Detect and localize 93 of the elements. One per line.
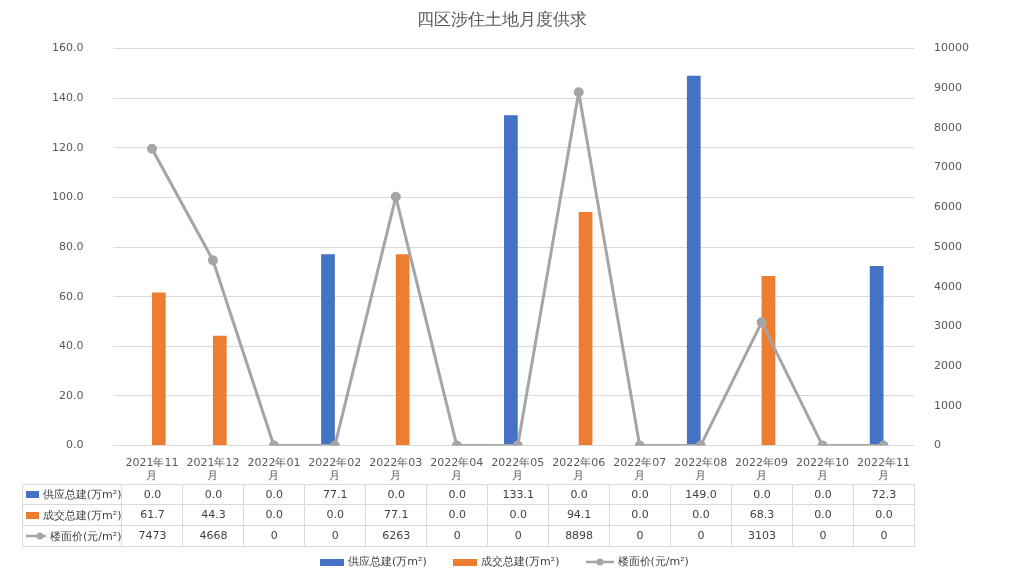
- y2-tick-label: 6000: [934, 200, 963, 214]
- data-label: 0.0: [122, 485, 184, 504]
- x-tick-label: 2022年08月: [674, 456, 728, 483]
- data-label: 149.0: [671, 485, 733, 504]
- x-tick-label: 2022年09月: [735, 456, 789, 483]
- legend-label: 楼面价(元/m²): [50, 528, 122, 544]
- legend-label: 成交总建(万m²): [42, 507, 122, 523]
- data-label: 0.0: [427, 485, 489, 504]
- data-label: 4668: [183, 526, 245, 546]
- bar: [869, 266, 884, 446]
- data-label: 7473: [122, 526, 184, 546]
- data-label: 3103: [732, 526, 793, 546]
- data-label: 0: [244, 526, 306, 546]
- bar: [578, 212, 593, 446]
- data-label: 0.0: [792, 505, 854, 525]
- x-tick-label: 2021年11月: [125, 456, 179, 483]
- data-label: 61.7: [122, 505, 184, 525]
- data-label: 0.0: [244, 505, 306, 525]
- x-tick-label: 2022年11月: [857, 456, 911, 483]
- data-label: 0: [671, 526, 733, 546]
- point: [390, 191, 401, 202]
- bar: [761, 276, 776, 446]
- x-tick-label: 2021年12月: [186, 456, 240, 483]
- x-tick-label: 2022年02月: [308, 456, 362, 483]
- data-label: 6263: [366, 526, 428, 546]
- data-label: 44.3: [183, 505, 245, 525]
- data-label: 0: [610, 526, 672, 546]
- y2-tick-label: 8000: [934, 120, 963, 134]
- data-label: 94.1: [549, 505, 611, 525]
- data-label: 77.1: [305, 485, 367, 504]
- data-label: 0.0: [427, 505, 489, 525]
- bar: [151, 292, 166, 446]
- bar: [504, 115, 518, 446]
- x-tick-label: 2022年04月: [430, 456, 484, 483]
- data-label: 8898: [549, 526, 611, 546]
- legend-label: 供应总建(万m²): [348, 555, 427, 568]
- data-label: 0.0: [366, 485, 428, 504]
- data-label: 72.3: [853, 485, 915, 504]
- point: [756, 317, 767, 328]
- data-label: 0: [488, 526, 550, 546]
- data-label: 68.3: [732, 505, 793, 525]
- data-label: 0.0: [305, 505, 367, 525]
- text: 供应总建(万m²): [42, 488, 122, 501]
- x-tick-label: 2022年01月: [247, 456, 301, 483]
- y-tick-label: 140.0: [51, 90, 84, 104]
- bar: [395, 254, 410, 446]
- bar: [686, 75, 701, 446]
- y-tick-label: 0.0: [65, 438, 84, 452]
- bar: [321, 254, 335, 446]
- data-label: 0.0: [549, 485, 611, 504]
- text: 楼面价(元/m²): [617, 555, 689, 568]
- data-label: 0.0: [183, 485, 245, 504]
- data-label: 77.1: [366, 505, 428, 525]
- y2-tick-label: 3000: [934, 319, 963, 333]
- data-label: 0: [853, 526, 915, 546]
- x-tick-label: 2022年03月: [369, 456, 423, 483]
- y2-tick-label: 1000: [934, 398, 963, 412]
- chart-title: 四区涉住土地月度供求: [416, 8, 587, 29]
- data-label: 0.0: [610, 505, 672, 525]
- y-tick-label: 80.0: [58, 239, 84, 253]
- y2-tick-label: 2000: [934, 359, 963, 373]
- y-tick-label: 120.0: [51, 140, 84, 154]
- bar: [212, 335, 227, 446]
- y2-tick-label: 0: [934, 438, 942, 452]
- y-tick-label: 160.0: [51, 41, 84, 55]
- y2-tick-label: 7000: [934, 160, 963, 174]
- data-label: 0.0: [732, 485, 793, 504]
- data-label: 133.1: [488, 485, 550, 504]
- y2-tick-label: 4000: [934, 279, 963, 293]
- data-label: 0: [305, 526, 367, 546]
- point: [573, 87, 584, 98]
- x-tick-label: 2022年05月: [491, 456, 545, 483]
- data-label: 0.0: [671, 505, 733, 525]
- data-label: 0.0: [792, 485, 854, 504]
- data-label: 0: [427, 526, 489, 546]
- x-tick-label: 2022年10月: [796, 456, 850, 483]
- y-tick-label: 60.0: [58, 289, 84, 303]
- data-label: 0.0: [244, 485, 306, 504]
- point: [146, 143, 157, 154]
- data-label: 0.0: [610, 485, 672, 504]
- y2-tick-label: 5000: [934, 239, 963, 253]
- text: 成交总建(万m²): [480, 555, 560, 568]
- point: [207, 255, 218, 266]
- y-tick-label: 100.0: [51, 190, 84, 204]
- y2-tick-label: 9000: [934, 80, 963, 94]
- data-label: 0.0: [488, 505, 550, 525]
- data-label: 0.0: [853, 505, 915, 525]
- data-label: 0: [792, 526, 854, 546]
- y-tick-label: 40.0: [58, 339, 84, 353]
- x-tick-label: 2022年07月: [613, 456, 667, 483]
- y2-tick-label: 10000: [934, 41, 970, 55]
- y-tick-label: 20.0: [58, 388, 84, 402]
- x-tick-label: 2022年06月: [552, 456, 606, 483]
